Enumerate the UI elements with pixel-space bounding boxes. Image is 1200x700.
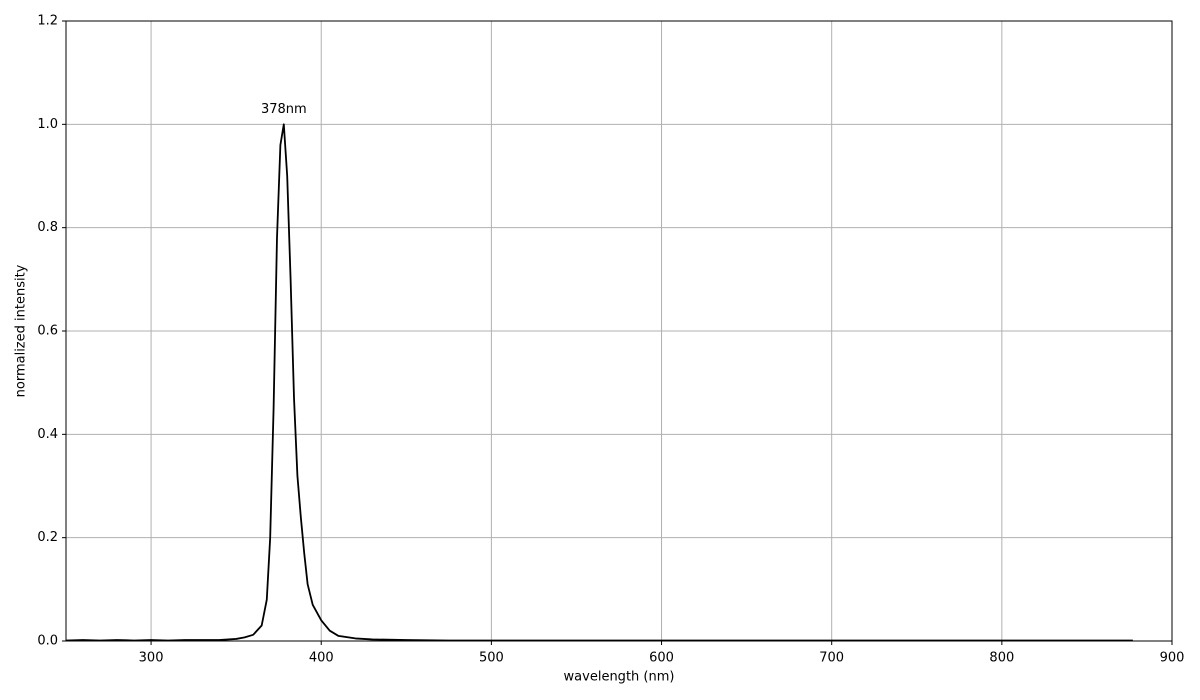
y-tick-label: 0.8: [37, 220, 58, 235]
x-axis-label: wavelength (nm): [564, 670, 675, 685]
data-line: [65, 123, 1133, 642]
y-tick-label: 1.2: [37, 14, 58, 29]
y-tick-label: 0.4: [37, 427, 58, 442]
y-tick-label: 0.2: [37, 530, 58, 545]
y-axis-label: normalized intensity: [14, 264, 29, 397]
y-tick-label: 1.0: [37, 117, 58, 132]
x-tick-label: 800: [989, 651, 1014, 666]
x-tick-label: 400: [309, 651, 334, 666]
x-tick-label: 700: [819, 651, 844, 666]
x-tick-label: 900: [1160, 651, 1185, 666]
y-tick-label: 0.0: [37, 634, 58, 649]
annotation: 378nm: [261, 102, 307, 117]
y-tick-label: 0.6: [37, 324, 58, 339]
x-tick-label: 500: [479, 651, 504, 666]
x-tick-label: 600: [649, 651, 674, 666]
x-tick-label: 300: [139, 651, 164, 666]
